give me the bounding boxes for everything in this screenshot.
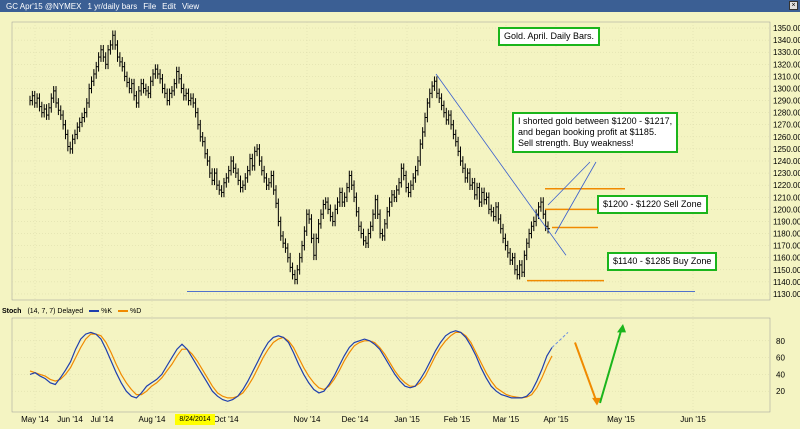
trade-note-line1: I shorted gold between $1200 - $1217, xyxy=(518,116,673,126)
stoch-panel-frame xyxy=(11,317,771,413)
price-chart: 1350.00 1340.00 1330.00 1320.00 1310.00 1300.… xyxy=(11,21,800,424)
x-tick-label: May '15 xyxy=(607,415,635,424)
y-tick-label: 1220.00 xyxy=(773,181,800,190)
stoch-header: Stoch (14, 7, 7) Delayed %K %D xyxy=(2,308,141,315)
note-arrow-1 xyxy=(547,161,591,206)
y-tick-label: 1230.00 xyxy=(773,169,800,178)
x-tick-label: Jul '14 xyxy=(91,415,114,424)
x-tick-label: May '14 xyxy=(21,415,49,424)
y-tick-label: 1300.00 xyxy=(773,84,800,93)
y-tick-label: 1190.00 xyxy=(773,217,800,226)
y-tick-label: 1130.00 xyxy=(773,290,800,299)
y-tick-label: 1240.00 xyxy=(773,157,800,166)
x-tick-label: Apr '15 xyxy=(543,415,569,424)
close-icon[interactable]: × xyxy=(789,1,798,10)
stoch-d-label: %D xyxy=(130,308,142,315)
chart-title-note: Gold. April. Daily Bars. xyxy=(498,27,601,46)
stoch-level-label: 20 xyxy=(776,387,785,396)
y-tick-label: 1290.00 xyxy=(773,97,800,106)
downtrend-line xyxy=(435,73,567,256)
x-tick-label: Oct '14 xyxy=(213,415,239,424)
x-tick-label: Feb '15 xyxy=(444,415,471,424)
x-tick-label: Mar '15 xyxy=(493,415,520,424)
stoch-level-label: 60 xyxy=(776,354,785,363)
x-tick-label: Jun '15 xyxy=(680,415,706,424)
trade-note-line3: Sell strength. Buy weakness! xyxy=(518,138,634,148)
y-tick-label: 1260.00 xyxy=(773,133,800,142)
stoch-k-legend: %K xyxy=(89,308,112,315)
y-tick-label: 1320.00 xyxy=(773,60,800,69)
x-tick-label: Dec '14 xyxy=(342,415,369,424)
trade-note-line2: and began booking profit at $1185. xyxy=(518,127,657,137)
stoch-k-label: %K xyxy=(101,308,113,315)
projection-orange-arrow xyxy=(574,342,598,404)
y-tick-label: 1330.00 xyxy=(773,48,800,57)
y-tick-label: 1180.00 xyxy=(773,230,800,239)
note-arrow-2 xyxy=(554,161,597,235)
y-tick-label: 1340.00 xyxy=(773,36,800,45)
y-tick-label: 1150.00 xyxy=(773,266,800,275)
menu-edit[interactable]: Edit xyxy=(162,1,176,11)
menu-file[interactable]: File xyxy=(143,1,157,11)
window-titlebar: GC Apr'15 @NYMEX 1 yr/daily bars File Ed… xyxy=(0,0,800,12)
menu-view[interactable]: View xyxy=(181,1,200,11)
stoch-params: (14, 7, 7) Delayed xyxy=(27,308,84,315)
y-tick-label: 1350.00 xyxy=(773,24,800,33)
y-tick-label: 1160.00 xyxy=(773,254,800,263)
y-tick-label: 1280.00 xyxy=(773,109,800,118)
stoch-d-line xyxy=(29,331,553,399)
projection-green-arrow xyxy=(599,327,623,404)
trade-note: I shorted gold between $1200 - $1217, an… xyxy=(512,112,679,153)
x-tick-label: Nov '14 xyxy=(294,415,321,424)
y-tick-label: 1200.00 xyxy=(773,205,800,214)
projection-orange-arrowhead xyxy=(592,397,601,406)
x-tick-label: Jun '14 xyxy=(57,415,83,424)
symbol-label[interactable]: GC Apr'15 @NYMEX xyxy=(6,1,82,11)
projection-green-arrowhead xyxy=(617,324,626,333)
x-tick-label: Aug '14 xyxy=(139,415,166,424)
y-tick-label: 1210.00 xyxy=(773,193,800,202)
y-tick-label: 1310.00 xyxy=(773,72,800,81)
buy-zone-note: $1140 - $1285 Buy Zone xyxy=(607,252,718,271)
stoch-label: Stoch xyxy=(2,308,22,315)
stoch-level-label: 80 xyxy=(776,337,785,346)
y-tick-label: 1140.00 xyxy=(773,278,800,287)
interval-label[interactable]: 1 yr/daily bars xyxy=(87,1,138,11)
chart-area: 1350.00 1340.00 1330.00 1320.00 1310.00 1300.… xyxy=(0,12,800,427)
highlighted-date: 8/24/2014 xyxy=(175,414,215,425)
x-tick-label: Jan '15 xyxy=(394,415,420,424)
y-tick-label: 1250.00 xyxy=(773,145,800,154)
stoch-k-line xyxy=(29,330,553,402)
projection-blue-arrow xyxy=(551,332,569,348)
y-tick-label: 1170.00 xyxy=(773,242,800,251)
stoch-level-label: 40 xyxy=(776,370,785,379)
sell-zone-note: $1200 - $1220 Sell Zone xyxy=(597,195,708,214)
stoch-d-legend: %D xyxy=(118,308,141,315)
y-tick-label: 1270.00 xyxy=(773,121,800,130)
